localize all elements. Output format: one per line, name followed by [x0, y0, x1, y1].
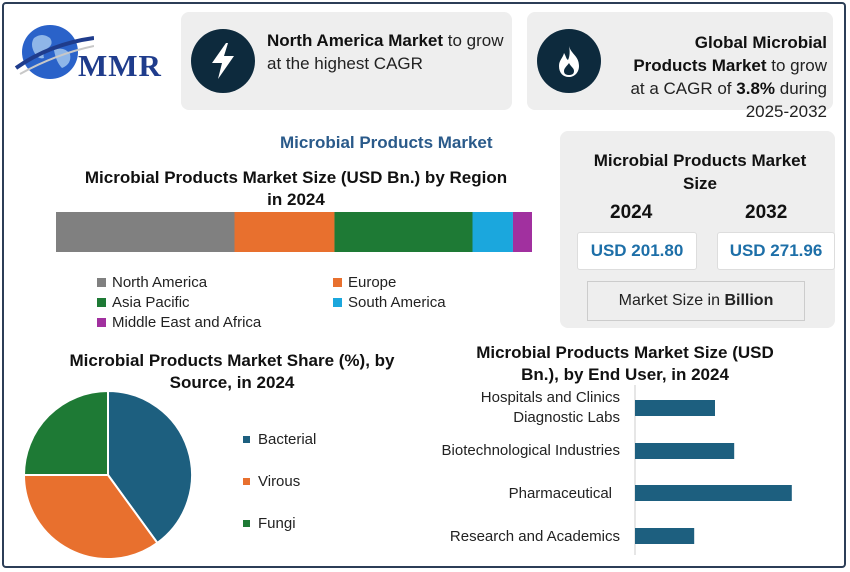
region-segment-europe	[234, 212, 335, 252]
end-user-bar-chart	[634, 385, 792, 555]
market-size-panel: Microbial Products Market Size 2024 2032…	[560, 131, 835, 328]
region-segment-asia-pacific	[334, 212, 473, 252]
legend-middle-east-africa: Middle East and Africa	[97, 314, 261, 331]
region-chart-title: Microbial Products Market Size (USD Bn.)…	[84, 168, 508, 209]
source-pie-chart	[22, 389, 193, 560]
end-user-label-research: Research and Academics	[449, 528, 620, 545]
logo-text: MMR	[78, 48, 162, 83]
lightning-icon	[191, 29, 255, 93]
end-user-bar-0	[635, 400, 715, 416]
legend-north-america: North America	[97, 274, 207, 291]
unit-box: Market Size in Billion	[587, 281, 805, 321]
pie-slice-bacterial	[107, 389, 193, 545]
end-user-bar-1	[635, 443, 735, 459]
region-segment-middle-east-and-africa	[512, 212, 532, 252]
end-user-label-pharma: Pharmaceutical	[508, 485, 612, 502]
end-user-label-biotech: Biotechnological Industries	[441, 442, 620, 459]
region-segment-north-america	[56, 212, 235, 252]
year-2024: 2024	[610, 202, 653, 223]
value-2024: USD 201.80	[577, 232, 697, 270]
mmr-logo: MMR	[14, 20, 174, 90]
pie-chart-title: Microbial Products Market Share (%), by …	[69, 351, 395, 392]
end-user-label-hospitals: Hospitals and Clinics Diagnostic Labs	[480, 389, 620, 426]
legend-south-america: South America	[333, 294, 446, 311]
globe-icon	[14, 25, 94, 79]
north-america-cagr-text: North America Market to grow at the high…	[267, 31, 504, 73]
legend-asia-pacific: Asia Pacific	[97, 294, 190, 311]
year-2032: 2032	[745, 202, 788, 223]
section-title: Microbial Products Market	[280, 133, 493, 152]
legend-fungi: Fungi	[243, 515, 296, 532]
global-cagr-text: Global Microbial Products Market to grow…	[630, 33, 827, 121]
legend-virous: Virous	[243, 473, 300, 490]
legend-bacterial: Bacterial	[243, 431, 316, 448]
highlight-card-north-america: North America Market to grow at the high…	[181, 12, 512, 110]
pie-slice-virous	[22, 474, 159, 560]
highlight-card-global-cagr: Global Microbial Products Market to grow…	[527, 12, 833, 121]
legend-europe: Europe	[333, 274, 396, 291]
value-2032: USD 271.96	[717, 232, 835, 270]
flame-icon	[537, 29, 601, 93]
end-user-chart-title: Microbial Products Market Size (USD Bn.)…	[476, 343, 774, 384]
region-segment-south-america	[472, 212, 513, 252]
end-user-bar-2	[635, 485, 792, 501]
end-user-bar-3	[635, 528, 695, 544]
pie-slice-fungi	[22, 389, 109, 476]
market-size-title: Microbial Products Market Size	[593, 151, 807, 193]
region-stacked-bar	[56, 212, 532, 252]
